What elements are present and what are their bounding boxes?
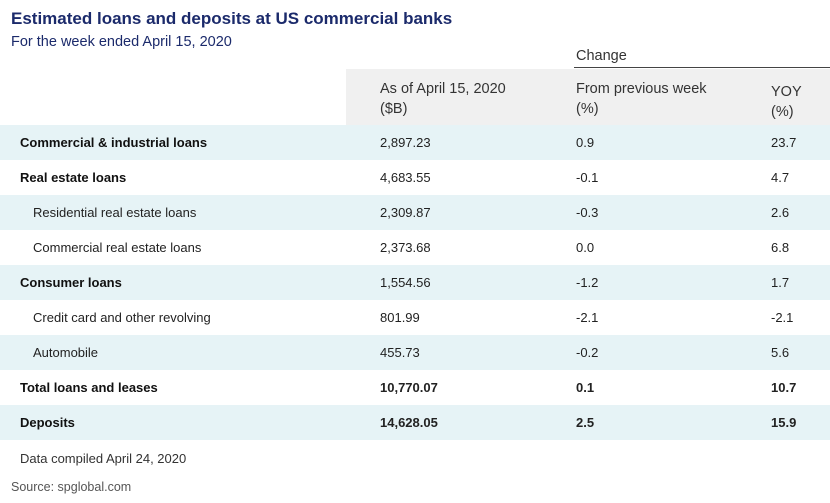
column-header-yoy: YOY (%) xyxy=(771,82,802,122)
row-label: Commercial & industrial loans xyxy=(20,135,208,150)
row-label: Total loans and leases xyxy=(20,380,158,395)
column-header-yoy-unit: (%) xyxy=(771,104,794,120)
row-label: Commercial real estate loans xyxy=(33,240,202,255)
row-asof-value: 1,554.56 xyxy=(380,275,431,290)
column-header-asof-title: As of April 15, 2020 xyxy=(380,81,506,97)
row-yoy-change: 2.6 xyxy=(771,205,790,220)
row-asof-value: 14,628.05 xyxy=(380,415,438,430)
table-title: Estimated loans and deposits at US comme… xyxy=(11,9,453,28)
row-asof-value: 2,309.87 xyxy=(380,205,431,220)
row-week-change: -0.3 xyxy=(576,205,599,220)
table-subtitle: For the week ended April 15, 2020 xyxy=(11,34,232,50)
row-label: Real estate loans xyxy=(20,170,127,185)
column-header-week: From previous week (%) xyxy=(576,79,707,119)
row-yoy-change: 6.8 xyxy=(771,240,790,255)
row-asof-value: 2,897.23 xyxy=(380,135,431,150)
row-asof-value: 801.99 xyxy=(380,310,420,325)
row-label: Automobile xyxy=(33,345,99,360)
table-row: Total loans and leases 10,770.07 0.1 10.… xyxy=(0,370,830,405)
column-header-asof-unit: ($B) xyxy=(380,101,408,117)
table-row: Credit card and other revolving 801.99 -… xyxy=(0,300,830,335)
column-header-week-unit: (%) xyxy=(576,101,599,117)
data-table: Commercial & industrial loans 2,897.23 0… xyxy=(0,125,830,440)
source-credit: Source: spglobal.com xyxy=(11,480,132,494)
row-asof-value: 2,373.68 xyxy=(380,240,431,255)
row-asof-value: 10,770.07 xyxy=(380,380,438,395)
column-header-yoy-title: YOY xyxy=(771,84,802,100)
row-asof-value: 455.73 xyxy=(380,345,420,360)
data-compiled-note: Data compiled April 24, 2020 xyxy=(20,451,187,466)
table-row: Residential real estate loans 2,309.87 -… xyxy=(0,195,830,230)
row-yoy-change: 4.7 xyxy=(771,170,790,185)
row-week-change: 0.9 xyxy=(576,135,595,150)
row-yoy-change: 10.7 xyxy=(771,380,797,395)
header-background xyxy=(346,69,830,125)
table-row: Commercial & industrial loans 2,897.23 0… xyxy=(0,125,830,160)
row-week-change: -1.2 xyxy=(576,275,599,290)
row-week-change: -2.1 xyxy=(576,310,599,325)
row-week-change: 0.1 xyxy=(576,380,595,395)
row-week-change: -0.1 xyxy=(576,170,599,185)
change-group-label: Change xyxy=(576,48,627,64)
row-label: Credit card and other revolving xyxy=(33,310,211,325)
row-yoy-change: 15.9 xyxy=(771,415,797,430)
row-yoy-change: 5.6 xyxy=(771,345,790,360)
table-row: Consumer loans 1,554.56 -1.2 1.7 xyxy=(0,265,830,300)
row-label: Consumer loans xyxy=(20,275,122,290)
row-week-change: 0.0 xyxy=(576,240,595,255)
row-week-change: 2.5 xyxy=(576,415,595,430)
column-header-week-title: From previous week xyxy=(576,81,707,97)
change-group-divider xyxy=(574,67,830,68)
row-week-change: -0.2 xyxy=(576,345,599,360)
row-label: Deposits xyxy=(20,415,75,430)
row-yoy-change: 23.7 xyxy=(771,135,797,150)
column-header-asof: As of April 15, 2020 ($B) xyxy=(380,79,506,119)
row-yoy-change: -2.1 xyxy=(771,310,794,325)
table-row: Automobile 455.73 -0.2 5.6 xyxy=(0,335,830,370)
table-row: Commercial real estate loans 2,373.68 0.… xyxy=(0,230,830,265)
table-row: Deposits 14,628.05 2.5 15.9 xyxy=(0,405,830,440)
row-asof-value: 4,683.55 xyxy=(380,170,431,185)
row-label: Residential real estate loans xyxy=(33,205,197,220)
table-row: Real estate loans 4,683.55 -0.1 4.7 xyxy=(0,160,830,195)
row-yoy-change: 1.7 xyxy=(771,275,790,290)
